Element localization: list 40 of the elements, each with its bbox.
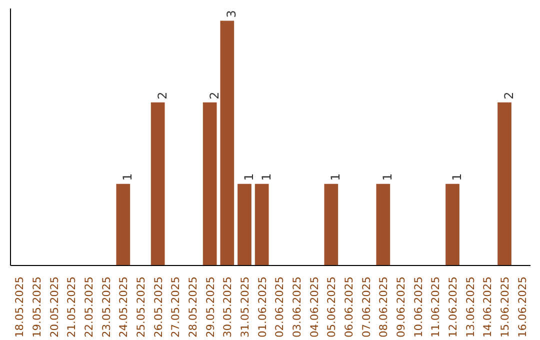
data-label: 1 bbox=[328, 173, 343, 181]
x-tick-label: 05.06.2025 bbox=[325, 276, 338, 338]
data-label: 1 bbox=[259, 173, 274, 181]
x-tick-label: 14.06.2025 bbox=[481, 276, 494, 338]
x-tick-label: 10.06.2025 bbox=[412, 276, 425, 338]
data-label: 2 bbox=[502, 92, 516, 100]
x-tick-label: 18.05.2025 bbox=[13, 276, 26, 338]
x-tick-label: 01.06.2025 bbox=[256, 276, 269, 338]
x-tick-label: 20.05.2025 bbox=[48, 276, 61, 338]
x-tick-label: 06.06.2025 bbox=[342, 276, 356, 338]
x-tick-label: 29.05.2025 bbox=[204, 276, 217, 338]
data-label: 2 bbox=[155, 92, 170, 100]
x-tick-label: 08.06.2025 bbox=[377, 276, 390, 338]
data-label: 1 bbox=[450, 173, 464, 181]
x-tick-label: 11.06.2025 bbox=[429, 276, 442, 338]
x-tick-label: 25.05.2025 bbox=[134, 276, 148, 338]
x-tick-label: 03.06.2025 bbox=[290, 276, 304, 338]
x-tick-label: 12.06.2025 bbox=[446, 276, 460, 338]
x-tick-label: 27.05.2025 bbox=[169, 276, 182, 338]
x-tick-label: 24.05.2025 bbox=[117, 276, 130, 338]
x-tick-label: 28.05.2025 bbox=[186, 276, 200, 338]
x-tick-label: 16.06.2025 bbox=[516, 276, 529, 338]
x-tick-label: 31.05.2025 bbox=[238, 276, 252, 338]
x-tick-label: 19.05.2025 bbox=[30, 276, 44, 338]
x-tick-label: 22.05.2025 bbox=[82, 276, 96, 338]
x-tick-label: 30.05.2025 bbox=[221, 276, 234, 338]
x-tick-label: 13.06.2025 bbox=[464, 276, 477, 338]
data-label: 2 bbox=[207, 92, 222, 100]
data-label: 1 bbox=[242, 173, 256, 181]
x-tick-label: 15.06.2025 bbox=[498, 276, 512, 338]
data-label: 3 bbox=[224, 10, 239, 18]
x-tick-label: 21.05.2025 bbox=[65, 276, 78, 338]
x-tick-label: 09.06.2025 bbox=[394, 276, 408, 338]
x-tick-label: 04.06.2025 bbox=[308, 276, 321, 338]
x-tick-label: 07.06.2025 bbox=[360, 276, 373, 338]
data-label: 1 bbox=[120, 173, 135, 181]
data-label: 1 bbox=[380, 173, 395, 181]
x-tick-label: 02.06.2025 bbox=[273, 276, 286, 338]
x-tick-label: 23.05.2025 bbox=[100, 276, 113, 338]
x-tick-label: 26.05.2025 bbox=[152, 276, 165, 338]
